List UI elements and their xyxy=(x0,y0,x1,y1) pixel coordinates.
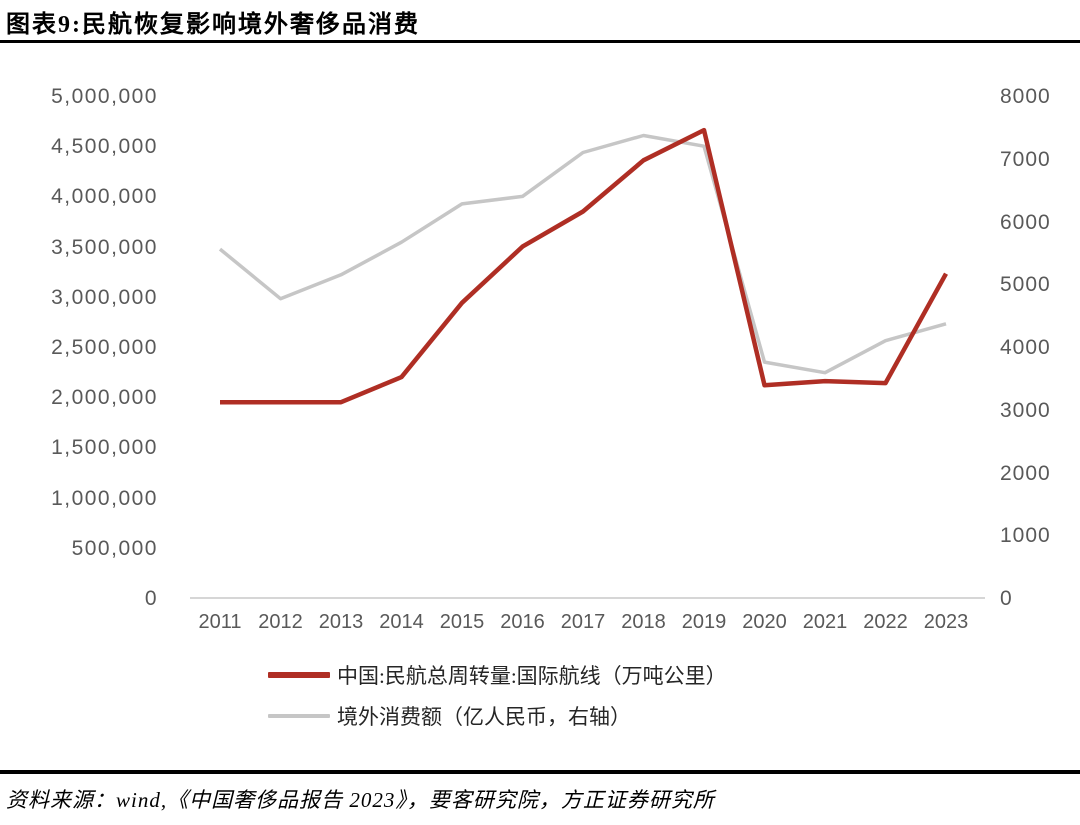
y-tick-label-left: 3,500,000 xyxy=(51,235,158,259)
y-tick-label-right: 1000 xyxy=(1000,524,1051,548)
x-tick-label: 2019 xyxy=(681,611,727,633)
title-divider xyxy=(0,40,1080,43)
x-tick-label: 2022 xyxy=(863,611,908,633)
x-tick-label: 2014 xyxy=(379,611,424,633)
legend-label-overseas-spending: 境外消费额（亿人民币，右轴） xyxy=(337,705,631,729)
y-tick-label-right: 6000 xyxy=(1000,210,1051,234)
legend-label-intl-turnover: 中国:民航总周转量:国际航线（万吨公里） xyxy=(337,664,727,688)
legend-item-overseas-spending: 境外消费额（亿人民币，右轴） xyxy=(268,701,727,731)
y-tick-label-left: 1,500,000 xyxy=(51,436,158,460)
y-tick-label-left: 4,000,000 xyxy=(51,185,158,209)
x-tick-label: 2015 xyxy=(439,611,485,633)
y-tick-label-left: 2,000,000 xyxy=(51,386,158,410)
y-tick-label-right: 7000 xyxy=(1000,147,1051,171)
legend-line-swatch-red xyxy=(268,672,330,678)
y-tick-label-left: 5,000,000 xyxy=(51,85,158,108)
y-tick-label-right: 3000 xyxy=(1000,398,1051,422)
series-line-overseas-spending xyxy=(218,133,947,375)
y-tick-label-left: 1,000,000 xyxy=(51,486,158,510)
series-line-intl-turnover xyxy=(220,127,948,405)
x-tick-label: 2018 xyxy=(621,611,666,633)
x-tick-label: 2020 xyxy=(742,611,787,633)
y-tick-label-right: 4000 xyxy=(1000,336,1051,359)
x-tick-label: 2013 xyxy=(318,611,364,633)
x-tick-label: 2011 xyxy=(198,611,242,633)
figure-title: 图表9:民航恢复影响境外奢侈品消费 xyxy=(6,12,420,38)
x-tick-label: 2017 xyxy=(560,611,606,633)
y-tick-label-right: 2000 xyxy=(1000,461,1051,485)
y-tick-label-left: 500,000 xyxy=(71,536,158,560)
x-tick-label: 2012 xyxy=(258,611,303,633)
x-tick-label: 2021 xyxy=(802,611,848,633)
legend: 中国:民航总周转量:国际航线（万吨公里） 境外消费额（亿人民币，右轴） xyxy=(268,660,727,742)
y-tick-label-left: 0 xyxy=(144,587,158,610)
legend-line-swatch-gray xyxy=(268,714,330,718)
y-tick-label-left: 4,500,000 xyxy=(51,135,158,159)
y-tick-label-left: 3,000,000 xyxy=(51,285,158,309)
source-note: 资料来源：wind,《中国奢侈品报告 2023》，要客研究院，方正证券研究所 xyxy=(6,788,715,812)
y-tick-label-right: 8000 xyxy=(1000,85,1051,108)
x-tick-label: 2023 xyxy=(923,611,969,633)
y-tick-label-right: 0 xyxy=(1000,587,1013,610)
legend-item-intl-turnover: 中国:民航总周转量:国际航线（万吨公里） xyxy=(268,660,727,690)
y-tick-label-left: 2,500,000 xyxy=(51,336,158,359)
x-tick-label: 2016 xyxy=(500,611,545,633)
y-tick-label-right: 5000 xyxy=(1000,273,1051,297)
footer-divider xyxy=(0,770,1080,774)
